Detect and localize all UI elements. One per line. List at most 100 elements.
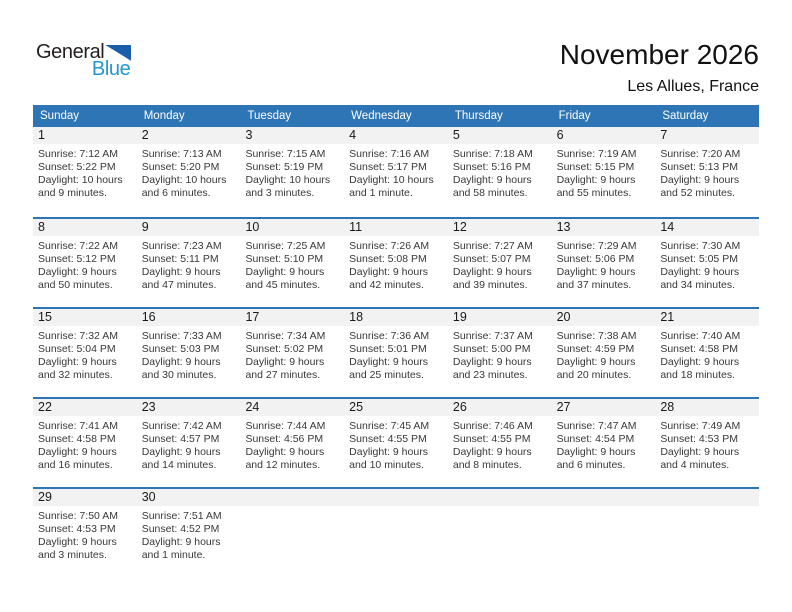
- day-number: 16: [136, 309, 241, 326]
- sunset-text: Sunset: 5:06 PM: [556, 253, 635, 265]
- sunrise-text: Sunrise: 7:50 AM: [38, 510, 118, 522]
- day-number: 24: [240, 399, 345, 416]
- day-number: 5: [447, 127, 552, 144]
- sunrise-text: Sunrise: 7:23 AM: [141, 240, 222, 252]
- sunrise-text: Sunrise: 7:33 AM: [141, 330, 222, 342]
- weekday-thursday: Thursday: [454, 110, 503, 122]
- day-number: 25: [344, 399, 448, 416]
- daylight-text: Daylight: 9 hours and 18 minutes.: [660, 356, 740, 381]
- day-cell-15: 15 Sunrise: 7:32 AM Sunset: 5:04 PM Dayligh…: [33, 309, 137, 397]
- daylight-text: Daylight: 9 hours and 34 minutes.: [660, 266, 740, 291]
- month-title: November 2026: [559, 39, 759, 70]
- sunset-text: Sunset: 5:08 PM: [349, 253, 427, 265]
- daylight-text: Daylight: 9 hours and 8 minutes.: [452, 446, 532, 471]
- sunrise-text: Sunrise: 7:26 AM: [349, 240, 430, 252]
- day-number: 21: [655, 309, 760, 326]
- day-cell-8: 8 Sunrise: 7:22 AM Sunset: 5:12 PM Daylight…: [33, 219, 137, 307]
- daylight-text: Daylight: 9 hours and 55 minutes.: [556, 174, 636, 199]
- sunset-text: Sunset: 4:54 PM: [556, 433, 635, 445]
- week-row-5: 29 Sunrise: 7:50 AM Sunset: 4:53 PM Dayligh…: [33, 487, 760, 577]
- day-cell-26: 26 Sunrise: 7:46 AM Sunset: 4:55 PM Dayligh…: [447, 399, 552, 487]
- sunset-text: Sunset: 4:52 PM: [141, 523, 220, 535]
- day-cell-19: 19 Sunrise: 7:37 AM Sunset: 5:00 PM Dayligh…: [447, 309, 552, 397]
- sunset-text: Sunset: 4:55 PM: [349, 433, 427, 445]
- sunset-text: Sunset: 5:19 PM: [245, 161, 324, 173]
- day-number: 18: [344, 309, 448, 326]
- sunset-text: Sunset: 5:02 PM: [245, 343, 324, 355]
- sunset-text: Sunset: 5:17 PM: [349, 161, 427, 173]
- sunset-text: Sunset: 4:58 PM: [38, 433, 116, 445]
- day-number: 20: [551, 309, 656, 326]
- day-cell-16: 16 Sunrise: 7:33 AM Sunset: 5:03 PM Dayligh…: [136, 309, 241, 397]
- daylight-text: Daylight: 9 hours and 23 minutes.: [452, 356, 532, 381]
- sunrise-text: Sunrise: 7:27 AM: [452, 240, 533, 252]
- daylight-text: Daylight: 9 hours and 42 minutes.: [349, 266, 428, 291]
- day-cell-6: 6 Sunrise: 7:19 AM Sunset: 5:15 PM Daylight…: [551, 127, 656, 217]
- weekday-saturday: Saturday: [662, 110, 709, 122]
- sunset-text: Sunset: 5:07 PM: [452, 253, 531, 265]
- sunset-text: Sunset: 5:13 PM: [660, 161, 738, 173]
- day-number: 2: [136, 127, 241, 144]
- sunrise-text: Sunrise: 7:25 AM: [245, 240, 326, 252]
- daylight-text: Daylight: 9 hours and 4 minutes.: [660, 446, 740, 471]
- day-cell-28: 28 Sunrise: 7:49 AM Sunset: 4:53 PM Dayligh…: [655, 399, 760, 487]
- day-cell-13: 13 Sunrise: 7:29 AM Sunset: 5:06 PM Dayligh…: [551, 219, 656, 307]
- day-number: 22: [33, 399, 137, 416]
- sunrise-text: Sunrise: 7:19 AM: [556, 148, 637, 160]
- day-cell-14: 14 Sunrise: 7:30 AM Sunset: 5:05 PM Dayligh…: [655, 219, 760, 307]
- day-number: 17: [240, 309, 345, 326]
- sunrise-text: Sunrise: 7:51 AM: [141, 510, 222, 522]
- daylight-text: Daylight: 9 hours and 14 minutes.: [141, 446, 221, 471]
- day-cell-21: 21 Sunrise: 7:40 AM Sunset: 4:58 PM Dayligh…: [655, 309, 760, 397]
- week-row-4: 22 Sunrise: 7:41 AM Sunset: 4:58 PM Dayligh…: [33, 397, 760, 487]
- empty-day-cell: [447, 489, 552, 577]
- day-cell-20: 20 Sunrise: 7:38 AM Sunset: 4:59 PM Dayligh…: [551, 309, 656, 397]
- sunrise-text: Sunrise: 7:18 AM: [452, 148, 533, 160]
- day-cell-10: 10 Sunrise: 7:25 AM Sunset: 5:10 PM Dayligh…: [240, 219, 345, 307]
- sunset-text: Sunset: 5:10 PM: [245, 253, 324, 265]
- daylight-text: Daylight: 9 hours and 39 minutes.: [452, 266, 532, 291]
- empty-day-cell: [240, 489, 345, 577]
- daylight-text: Daylight: 9 hours and 1 minute.: [141, 536, 221, 561]
- sunrise-text: Sunrise: 7:46 AM: [452, 420, 533, 432]
- daylight-text: Daylight: 9 hours and 25 minutes.: [349, 356, 428, 381]
- empty-day-cell: [344, 489, 448, 577]
- day-cell-25: 25 Sunrise: 7:45 AM Sunset: 4:55 PM Dayligh…: [344, 399, 448, 487]
- day-cell-18: 18 Sunrise: 7:36 AM Sunset: 5:01 PM Dayligh…: [344, 309, 448, 397]
- day-cell-4: 4 Sunrise: 7:16 AM Sunset: 5:17 PM Daylight…: [344, 127, 448, 217]
- day-number: 29: [33, 489, 137, 506]
- daylight-text: Daylight: 9 hours and 45 minutes.: [245, 266, 325, 291]
- day-number: 11: [344, 219, 448, 236]
- sunrise-text: Sunrise: 7:29 AM: [556, 240, 637, 252]
- day-cell-27: 27 Sunrise: 7:47 AM Sunset: 4:54 PM Dayligh…: [551, 399, 656, 487]
- sunrise-text: Sunrise: 7:49 AM: [660, 420, 741, 432]
- daylight-text: Daylight: 9 hours and 27 minutes.: [245, 356, 325, 381]
- calendar-grid: Sunday Monday Tuesday Wednesday Thursday…: [33, 105, 760, 577]
- sunset-text: Sunset: 4:55 PM: [452, 433, 531, 445]
- week-row-2: 8 Sunrise: 7:22 AM Sunset: 5:12 PM Daylight…: [33, 217, 760, 307]
- daylight-text: Daylight: 9 hours and 12 minutes.: [245, 446, 325, 471]
- day-cell-24: 24 Sunrise: 7:44 AM Sunset: 4:56 PM Dayligh…: [240, 399, 345, 487]
- sunrise-text: Sunrise: 7:15 AM: [245, 148, 326, 160]
- weekday-sunday: Sunday: [40, 110, 80, 122]
- daylight-text: Daylight: 9 hours and 30 minutes.: [141, 356, 221, 381]
- sunrise-text: Sunrise: 7:20 AM: [660, 148, 741, 160]
- daylight-text: Daylight: 10 hours and 9 minutes.: [38, 174, 123, 199]
- day-cell-2: 2 Sunrise: 7:13 AM Sunset: 5:20 PM Daylight…: [136, 127, 241, 217]
- sunrise-text: Sunrise: 7:45 AM: [349, 420, 430, 432]
- daylight-text: Daylight: 10 hours and 6 minutes.: [141, 174, 227, 199]
- weekday-friday: Friday: [558, 110, 591, 122]
- daylight-text: Daylight: 10 hours and 3 minutes.: [245, 174, 331, 199]
- weekday-wednesday: Wednesday: [351, 110, 412, 122]
- daylight-text: Daylight: 9 hours and 3 minutes.: [38, 536, 117, 561]
- day-number: 13: [551, 219, 656, 236]
- day-cell-3: 3 Sunrise: 7:15 AM Sunset: 5:19 PM Daylight…: [240, 127, 345, 217]
- day-number: 8: [33, 219, 137, 236]
- sunrise-text: Sunrise: 7:37 AM: [452, 330, 533, 342]
- day-cell-30: 30 Sunrise: 7:51 AM Sunset: 4:52 PM Dayligh…: [136, 489, 241, 577]
- day-number: 23: [136, 399, 241, 416]
- sunset-text: Sunset: 5:12 PM: [38, 253, 116, 265]
- daylight-text: Daylight: 10 hours and 1 minute.: [349, 174, 434, 199]
- sunset-text: Sunset: 4:57 PM: [141, 433, 220, 445]
- day-cell-11: 11 Sunrise: 7:26 AM Sunset: 5:08 PM Dayligh…: [344, 219, 448, 307]
